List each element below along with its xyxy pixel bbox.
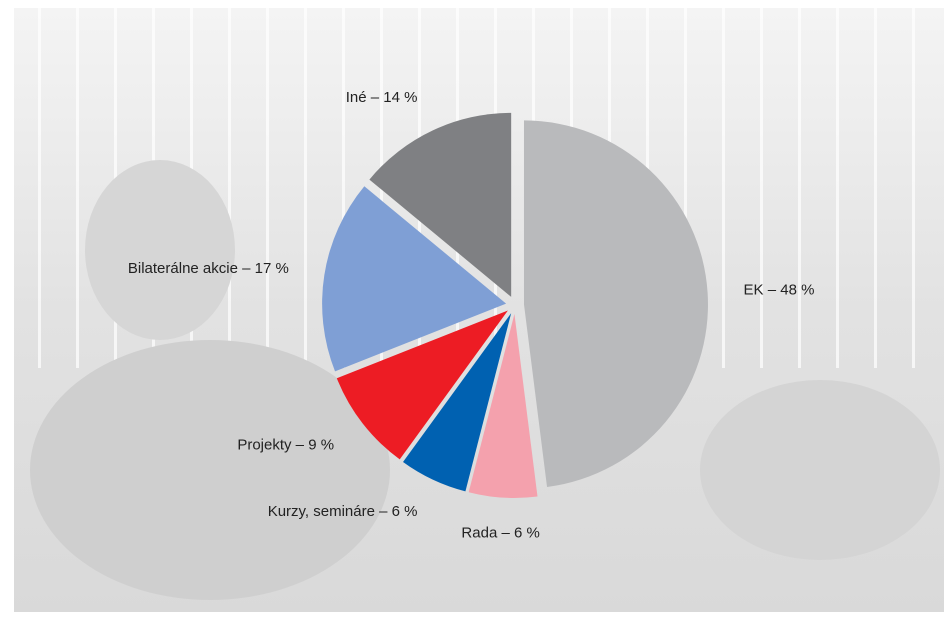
pie-slice [322,186,507,372]
pie: EK – 48 % Rada – 6 % Kurzy, semináre – 6 %… [128,89,815,542]
slice-label: EK – 48 % [744,282,815,299]
pie-slice [369,112,512,297]
slice-label: Kurzy, semináre – 6 % [268,503,418,520]
background-figure [30,340,390,600]
background-figure [85,160,235,340]
pie-slice [403,313,512,492]
slice-label: Projekty – 9 % [237,436,334,453]
slice-label: Bilaterálne akcie – 17 % [128,260,289,277]
slice-label: Iné – 14 % [346,89,418,106]
background-figure [700,380,940,560]
pie-slice [523,120,708,487]
pie-slice [468,313,538,498]
slice-label: Rada – 6 % [461,525,539,542]
pie-slice [336,310,508,460]
